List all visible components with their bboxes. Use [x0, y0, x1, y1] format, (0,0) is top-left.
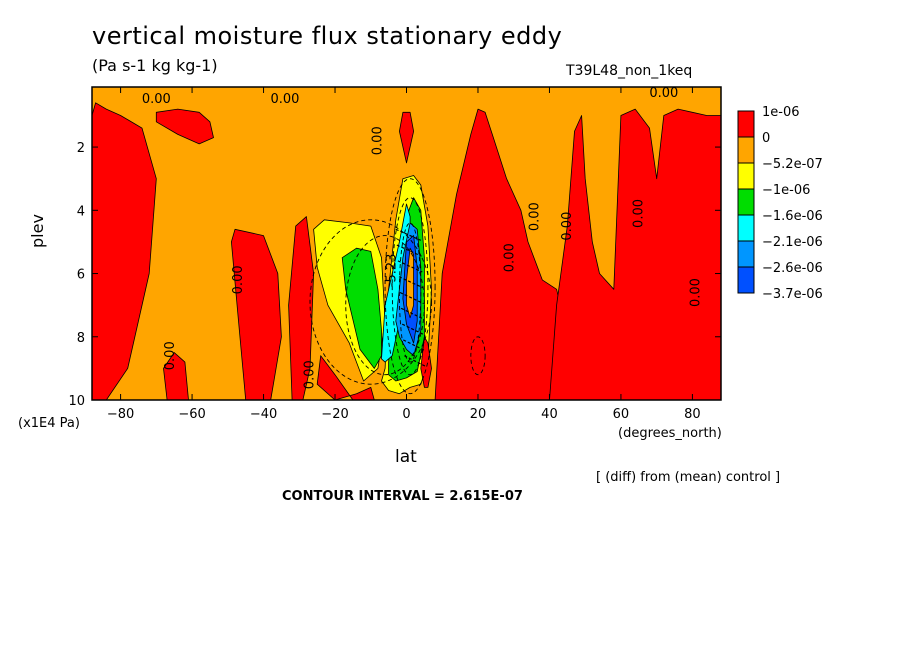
colorbar-label: −1e-06 — [762, 183, 810, 198]
contour-label: 0.00 — [271, 92, 300, 107]
dashed-contour-3 — [391, 197, 429, 376]
contour-region-6 — [434, 108, 565, 400]
y-tick-label: 8 — [77, 331, 85, 346]
colorbar-legend: 1e-06 0 −5.2e-07 −1e-06 −1.6e-06 −2.1e-06 −2.6… — [737, 105, 823, 302]
colorbar-swatch — [737, 162, 755, 190]
colorbar-swatch — [737, 240, 755, 268]
contour-label: 0.00 — [649, 86, 678, 101]
colorbar-swatch — [737, 188, 755, 216]
x-tick-label: 0 — [402, 407, 410, 422]
colorbar-label: 1e-06 — [762, 105, 800, 120]
colorbar-label: −5.2e-07 — [762, 157, 823, 172]
y-tick-label: 4 — [77, 204, 85, 219]
contour-label: -5.23 — [385, 254, 400, 288]
dense-contour-5 — [400, 307, 425, 320]
dashed-contour-2 — [384, 178, 436, 395]
contour-label: 0.00 — [142, 92, 171, 107]
colorbar-label: −1.6e-06 — [762, 209, 823, 224]
dashed-contours — [309, 178, 486, 395]
colorbar-swatch — [737, 266, 755, 294]
dense-contour-7 — [403, 339, 427, 352]
dense-contour-1 — [396, 244, 422, 257]
contour-label: 0.00 — [370, 126, 385, 155]
y-tick-label: 2 — [77, 141, 85, 156]
x-ticks: −80 −60 −40 −20 0 20 40 60 80 — [107, 87, 701, 422]
contour-label: 0.00 — [688, 278, 703, 307]
contour-label: 0.00 — [528, 202, 543, 231]
contour-region-3 — [230, 228, 282, 400]
colorbar-label: −2.1e-06 — [762, 235, 823, 250]
x-axis-label: lat — [395, 447, 417, 467]
x-tick-label: 20 — [470, 407, 487, 422]
dashed-contour-4 — [398, 222, 422, 363]
dense-contour-2 — [397, 260, 423, 273]
x-tick-label: 40 — [541, 407, 558, 422]
dense-contour-3 — [398, 276, 424, 289]
contour-label: 0.00 — [231, 265, 246, 294]
contour-region-0 — [92, 102, 157, 400]
run-name: T39L48_non_1keq — [566, 63, 693, 79]
x-axis-unit: (degrees_north) — [618, 426, 722, 441]
contour-region-9 — [341, 247, 382, 369]
dense-contour-8 — [404, 355, 427, 368]
contour-region-1 — [155, 108, 214, 145]
y-axis-unit: (x1E4 Pa) — [18, 416, 80, 431]
filled-contours — [92, 102, 721, 400]
x-tick-label: −40 — [250, 407, 277, 422]
y-ticks: 2 4 6 8 10 — [68, 141, 721, 409]
colorbar-swatch — [737, 136, 755, 164]
contour-region-7 — [549, 108, 721, 400]
chart-units: (Pa s-1 kg kg-1) — [92, 56, 218, 75]
y-tick-label: 6 — [77, 268, 85, 283]
dashed-contour-1 — [345, 235, 425, 376]
x-tick-label: −20 — [321, 407, 348, 422]
contour-region-4 — [288, 216, 315, 400]
contour-labels: 0.00 0.00 0.00 0.00 0.00 0.00 0.00 0.00 0.00 0.00… — [142, 86, 704, 389]
dense-contour-6 — [401, 323, 426, 336]
contour-region-17 — [398, 111, 415, 164]
contour-label: 0.00 — [503, 243, 518, 272]
contour-region-2 — [163, 352, 189, 400]
colorbar-label: −2.6e-06 — [762, 261, 823, 276]
colorbar-label: 0 — [762, 131, 770, 146]
contour-label: 0.00 — [560, 212, 575, 241]
diff-note: [ (diff) from (mean) control ] — [596, 470, 781, 485]
dashed-contour-5 — [470, 336, 486, 376]
contour-label: 0.00 — [163, 341, 178, 370]
colorbar-swatch — [737, 214, 755, 242]
x-tick-label: −60 — [178, 407, 205, 422]
contour-label: 0.00 — [303, 360, 318, 389]
dense-contour-4 — [399, 291, 424, 305]
chart-title: vertical moisture flux stationary eddy — [92, 22, 563, 50]
colorbar-label: −3.7e-06 — [762, 287, 823, 302]
x-tick-label: −80 — [107, 407, 134, 422]
contour-label: 0.00 — [631, 199, 646, 228]
x-tick-label: 60 — [613, 407, 630, 422]
x-tick-label: 80 — [684, 407, 701, 422]
colorbar-swatch — [737, 110, 755, 138]
y-tick-label: 10 — [68, 394, 85, 409]
contour-interval: CONTOUR INTERVAL = 2.615E-07 — [282, 489, 523, 504]
dense-contour-0 — [395, 228, 422, 241]
dashed-contour-0 — [309, 219, 432, 385]
contour-region-5 — [316, 355, 375, 400]
